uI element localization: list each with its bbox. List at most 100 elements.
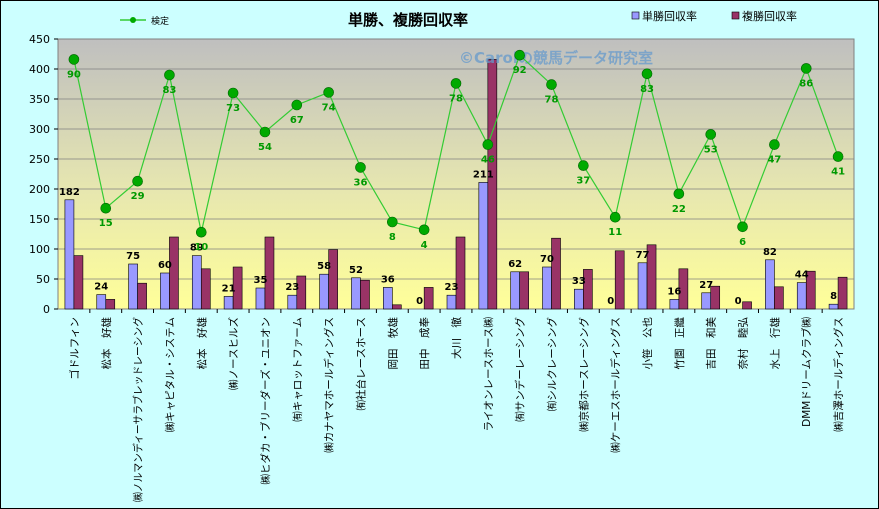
line-marker xyxy=(578,160,589,171)
bar-fukusho xyxy=(296,275,307,310)
bar-data-label: 89 xyxy=(190,243,204,254)
line-marker xyxy=(68,54,80,65)
bar-fukusho xyxy=(423,287,434,310)
line-marker xyxy=(164,69,175,81)
bars xyxy=(64,59,848,310)
line-marker xyxy=(482,139,494,150)
line-data-label: 74 xyxy=(322,102,336,113)
bar-tansho xyxy=(574,288,584,310)
line-marker xyxy=(673,188,685,200)
line-marker xyxy=(291,99,303,111)
line-marker xyxy=(832,151,844,162)
bar-data-label: 58 xyxy=(317,261,331,272)
x-category-label: ㈱ヒダカ・ブリーダーズ・ユニオン xyxy=(259,317,272,484)
bar-data-label: 35 xyxy=(253,275,267,286)
bar-fukusho xyxy=(742,301,752,310)
line-data-label: 10 xyxy=(194,242,208,253)
line-marker xyxy=(132,175,143,187)
legend: 検定 単勝回収率 複勝回収率 xyxy=(120,9,797,27)
bar-fukusho xyxy=(487,59,498,310)
line-data-label: 11 xyxy=(608,227,622,238)
bar-tansho xyxy=(701,292,712,310)
line-marker xyxy=(800,63,812,74)
y-tick-label: 150 xyxy=(29,213,50,226)
bar-data-label: 75 xyxy=(126,251,140,262)
bar-data-label: 70 xyxy=(540,254,554,265)
line-series xyxy=(68,49,844,238)
line-marker xyxy=(609,211,621,223)
y-tick-label: 200 xyxy=(29,183,50,196)
bar-tansho xyxy=(510,271,520,310)
bar-data-label: 0 xyxy=(416,296,423,307)
legend-line-label: 検定 xyxy=(151,15,169,27)
y-tick-label: 0 xyxy=(43,303,50,316)
y-tick-label: 450 xyxy=(29,33,50,46)
bar-tansho xyxy=(383,287,393,310)
line-data-label: 36 xyxy=(354,177,368,188)
line-data-label: 22 xyxy=(672,204,686,215)
x-category-label: 奈村 睦弘 xyxy=(737,317,750,370)
legend-bar1-swatch xyxy=(631,11,640,20)
y-tick-label: 100 xyxy=(29,243,50,256)
line-data-label: 53 xyxy=(704,144,718,155)
watermark: ©Carolの競馬データ研究室 xyxy=(459,49,653,67)
bar-data-label: 182 xyxy=(59,187,80,198)
bar-data-label: 33 xyxy=(572,276,586,287)
line-marker xyxy=(546,79,557,90)
x-category-label: DMMドリームクラブ㈱ xyxy=(800,317,813,427)
bar-tansho xyxy=(64,199,75,310)
line-data-label: 8 xyxy=(389,232,396,243)
line-marker xyxy=(100,202,112,214)
bar-fukusho xyxy=(837,276,848,310)
legend-bar1-label: 単勝回収率 xyxy=(642,9,697,23)
bar-fukusho xyxy=(137,282,147,310)
x-axis: ゴドルフィン 松本 好雄 ㈱ノルマンディーサラブレッドレーシング ㈱キャピタル・システ… xyxy=(68,317,845,502)
bar-tansho xyxy=(637,262,648,310)
bar-data-label: 77 xyxy=(636,250,650,261)
x-category-label: 松本 好雄 xyxy=(100,317,113,370)
x-category-label: ㈱ノースヒルズ xyxy=(227,317,240,390)
x-category-label: ㈲サンデーレーシング xyxy=(514,317,527,422)
x-category-label: ㈱京都ホースレーシング xyxy=(577,317,590,432)
x-category-label: ㈱キャピタル・システム xyxy=(164,317,176,432)
bar-data-label: 52 xyxy=(349,265,363,276)
bar-fukusho xyxy=(232,266,243,310)
bar-data-label: 23 xyxy=(445,282,459,293)
legend-line-marker xyxy=(130,17,136,23)
line-data-label: 83 xyxy=(640,84,654,95)
bar-tansho xyxy=(319,273,329,310)
bar-fukusho xyxy=(805,270,816,310)
y-tick-label: 250 xyxy=(29,153,50,166)
line-data-label: 67 xyxy=(290,115,304,126)
line-data-label: 92 xyxy=(513,65,527,76)
line-data-label: 46 xyxy=(481,155,495,166)
line-marker xyxy=(387,216,398,228)
x-category-label: 竹園 正繼 xyxy=(673,317,686,370)
line-data-label: 78 xyxy=(449,93,463,104)
line-data-label: 47 xyxy=(767,155,781,166)
bar-data-label: 36 xyxy=(381,274,395,285)
bar-fukusho xyxy=(392,304,402,310)
y-tick-label: 350 xyxy=(29,93,50,106)
x-category-label: 大川 徹 xyxy=(450,317,463,359)
x-category-label: ㈱吉澤ホールディングス xyxy=(832,317,845,432)
y-tick-label: 400 xyxy=(29,63,50,76)
bar-tansho xyxy=(542,266,552,310)
line-data-label: 73 xyxy=(226,103,240,114)
line-data-label: 29 xyxy=(131,191,145,202)
line-data-label: 86 xyxy=(799,78,813,89)
bar-fukusho xyxy=(646,244,657,310)
x-category-label: 岡田 牧雄 xyxy=(386,317,399,370)
line-data-label: 78 xyxy=(545,95,559,106)
bar-tansho xyxy=(796,282,807,310)
bar-data-label: 8 xyxy=(830,291,837,302)
line-data-label: 90 xyxy=(67,69,81,80)
line-data-label: 37 xyxy=(576,176,590,187)
bar-tansho xyxy=(446,294,457,310)
bar-fukusho xyxy=(583,269,593,310)
bar-data-label: 21 xyxy=(222,283,236,294)
line-marker xyxy=(418,224,430,236)
x-category-label: ㈱カナヤマホールディングス xyxy=(323,317,336,453)
